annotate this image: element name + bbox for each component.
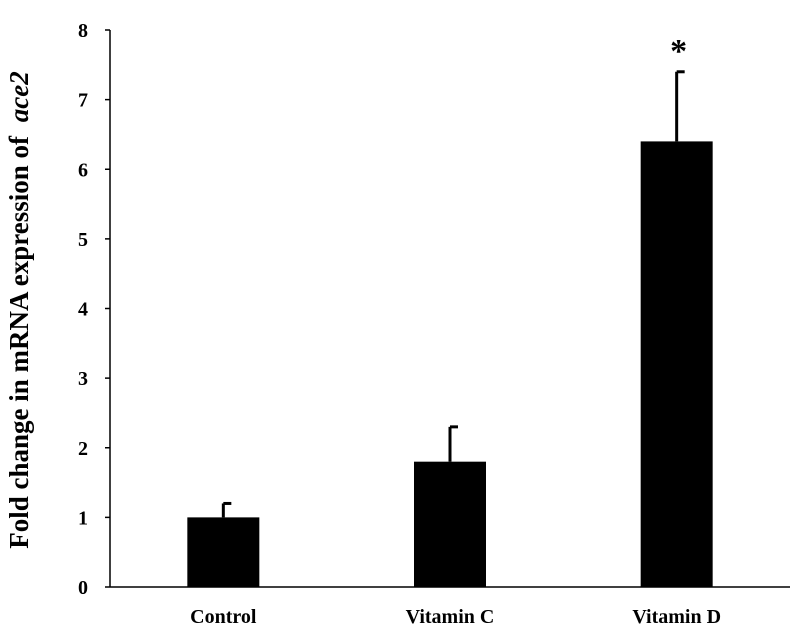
y-tick-label: 1: [78, 507, 88, 529]
category-label: Vitamin C: [406, 606, 495, 628]
y-tick-label: 4: [78, 299, 88, 321]
significance-asterisk: *: [670, 33, 687, 70]
category-label: Control: [190, 606, 257, 628]
y-axis-title: Fold change in mRNA expression of ace2: [4, 71, 34, 549]
y-tick-label: 3: [78, 368, 88, 390]
y-tick-label: 5: [78, 229, 88, 251]
y-tick-label: 7: [78, 90, 88, 112]
y-tick-label: 6: [78, 159, 88, 181]
bars: [187, 141, 713, 587]
bar-vitamin-d: [640, 141, 713, 587]
bar-control: [187, 517, 260, 587]
category-label: Vitamin D: [632, 606, 721, 628]
y-tick-label: 8: [78, 20, 88, 42]
y-axis: 0 1 2 3 4 5 6 7 8: [78, 20, 111, 599]
error-bars: [221, 70, 685, 518]
y-tick-label: 0: [78, 577, 88, 599]
y-axis-title-gene: ace2: [4, 71, 34, 122]
y-axis-title-main: Fold change in mRNA expression of: [4, 135, 34, 549]
category-labels: Control Vitamin C Vitamin D: [190, 606, 721, 628]
significance-labels: *: [670, 33, 687, 70]
bar-vitamin-c: [414, 461, 486, 587]
y-tick-label: 2: [78, 438, 88, 460]
